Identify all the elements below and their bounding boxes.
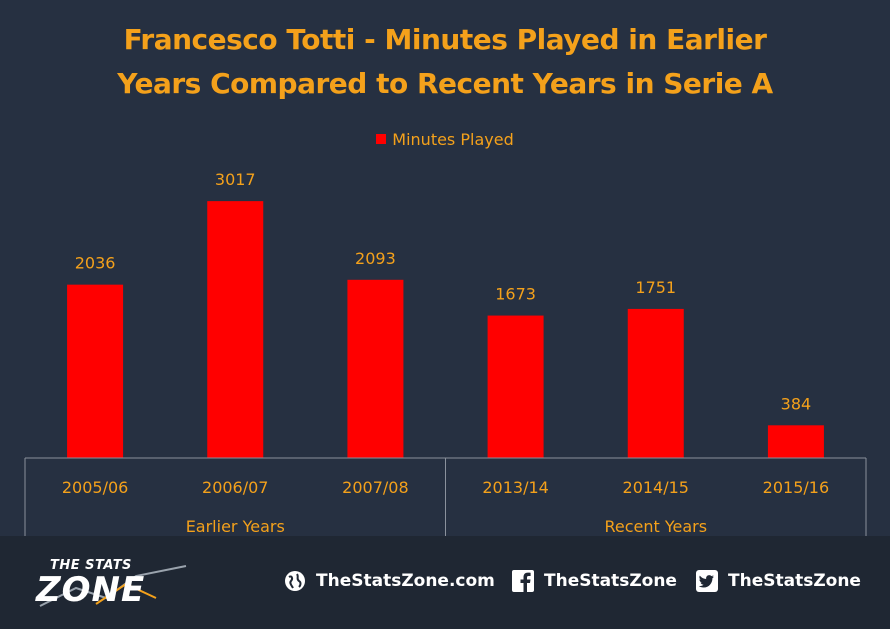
bar-chart: 2036 3017 2093 1673 1751 384 2005/06 2006/07 200… [24,170,867,536]
data-label-1: 3017 [215,170,256,189]
logo-text-bottom: ZONE [36,570,146,610]
category-label-1: 2006/07 [202,478,268,497]
twitter-link[interactable]: TheStatsZone [696,566,861,596]
website-text: TheStatsZone.com [316,571,495,591]
data-label-4: 1751 [635,278,676,297]
chart-title-line-1: Francesco Totti - Minutes Played in Earl… [123,23,767,56]
footer-bar: THE STATS ZONE TheStatsZone.com TheStats… [0,536,890,629]
category-label-5: 2015/16 [763,478,829,497]
facebook-icon [512,570,534,592]
twitter-icon [696,570,718,592]
data-label-5: 384 [781,394,812,413]
bar-4 [627,308,684,458]
bar-1 [207,201,264,458]
chart-legend: Minutes Played [0,130,890,149]
data-label-2: 2093 [355,249,396,268]
category-label-3: 2013/14 [482,478,548,497]
bar-2 [347,279,404,458]
facebook-text: TheStatsZone [544,571,677,591]
stats-zone-logo: THE STATS ZONE [36,558,196,610]
data-label-3: 1673 [495,285,536,304]
group-label-1: Recent Years [604,517,707,536]
chart-title-line-2: Years Compared to Recent Years in Serie … [117,67,773,100]
category-label-0: 2005/06 [62,478,128,497]
bar-5 [767,425,824,458]
group-label-0: Earlier Years [186,517,285,536]
logo-text-top: THE STATS [50,558,132,573]
bar-3 [487,315,544,458]
logo-swoosh-icon [39,565,187,607]
globe-icon [285,571,305,591]
website-link[interactable]: TheStatsZone.com [284,566,495,596]
bar-0 [67,284,124,458]
category-label-4: 2014/15 [623,478,689,497]
legend-swatch [376,134,387,144]
twitter-text: TheStatsZone [728,571,861,591]
data-label-0: 2036 [75,254,116,273]
category-label-2: 2007/08 [342,478,408,497]
facebook-link[interactable]: TheStatsZone [512,566,677,596]
legend-label: Minutes Played [392,130,514,149]
chart-title: Francesco Totti - Minutes Played in Earl… [0,18,890,106]
